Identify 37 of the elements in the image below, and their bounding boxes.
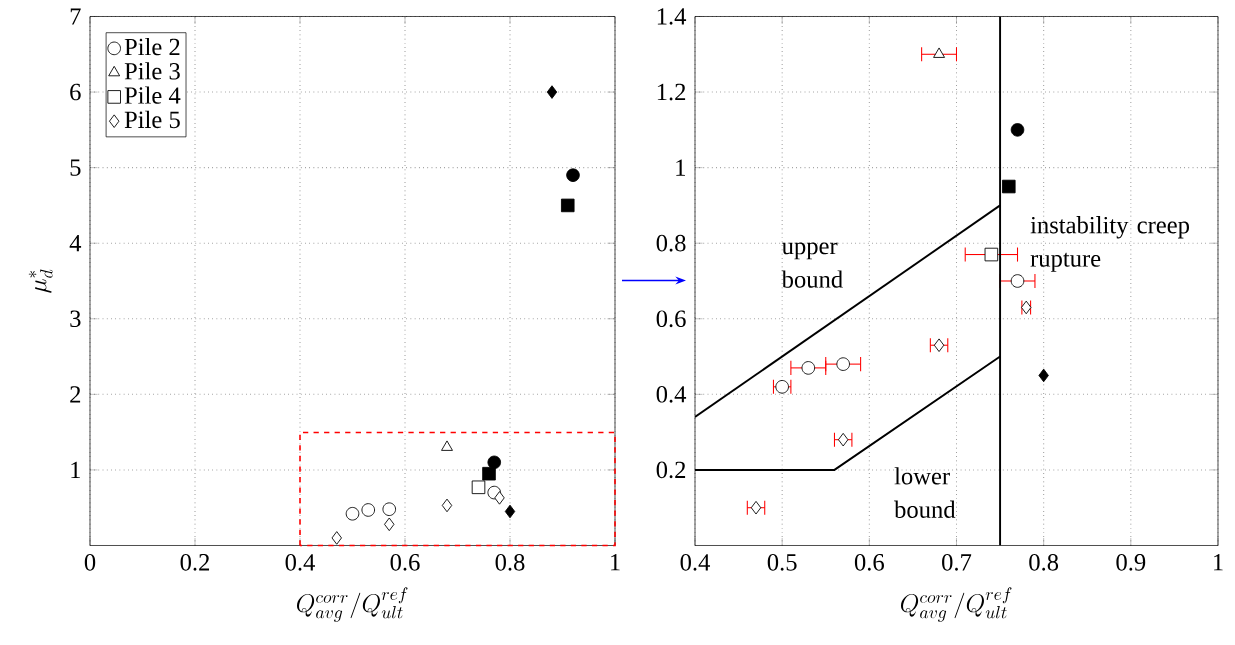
x-tick-label: 1 [1213,553,1223,571]
x-tick-label: 0.7 [942,553,972,571]
y-tick-label: 5 [70,159,81,176]
y-tick-label: 2 [70,385,81,403]
x-tick-label: 1 [611,553,620,571]
y-tick-label: 3 [70,310,81,327]
x-axis-title: $Q^{corr}_{avg}/Q^{ref}_{ult}$ [900,587,1012,622]
y-tick-label: 1.2 [657,83,686,101]
y-tick-label: 0.6 [656,310,686,327]
legend-label: Pile 4 [124,86,181,104]
x-tick-label: 0.9 [1116,553,1146,571]
legend-label: Pile 2 [124,37,180,56]
x-tick-label: 0.8 [495,553,525,571]
y-tick-label: 4 [69,234,82,252]
annotation: instability creep rupture [1030,215,1190,272]
y-tick-label: 6 [70,83,81,101]
x-tick-label: 0.4 [680,553,711,571]
y-tick-label: 1 [71,461,80,478]
legend-label: Pile 5 [124,110,180,128]
x-axis-title: $Q^{corr}_{avg}/Q^{ref}_{ult}$ [297,587,408,622]
annotation: upper bound [781,242,843,288]
y-axis-title: $\mu^*_d$ [28,269,53,293]
annotation: lower bound [894,466,956,518]
y-tick-label: 7 [70,8,81,25]
x-tick-label: 0.6 [854,553,884,571]
x-tick-label: 0.2 [180,553,210,571]
x-tick-label: 0.8 [1029,553,1059,571]
x-tick-label: 0.6 [390,553,420,571]
y-tick-label: 1.4 [657,7,687,25]
y-tick-label: 0.8 [656,234,686,252]
legend-label: Pile 3 [124,62,180,80]
x-tick-label: 0 [84,553,96,571]
y-tick-label: 0.2 [656,461,686,479]
y-tick-label: 0.4 [656,385,687,403]
x-tick-label: 0.5 [767,553,797,571]
y-tick-label: 1 [676,159,685,176]
x-tick-label: 0.4 [285,553,316,571]
